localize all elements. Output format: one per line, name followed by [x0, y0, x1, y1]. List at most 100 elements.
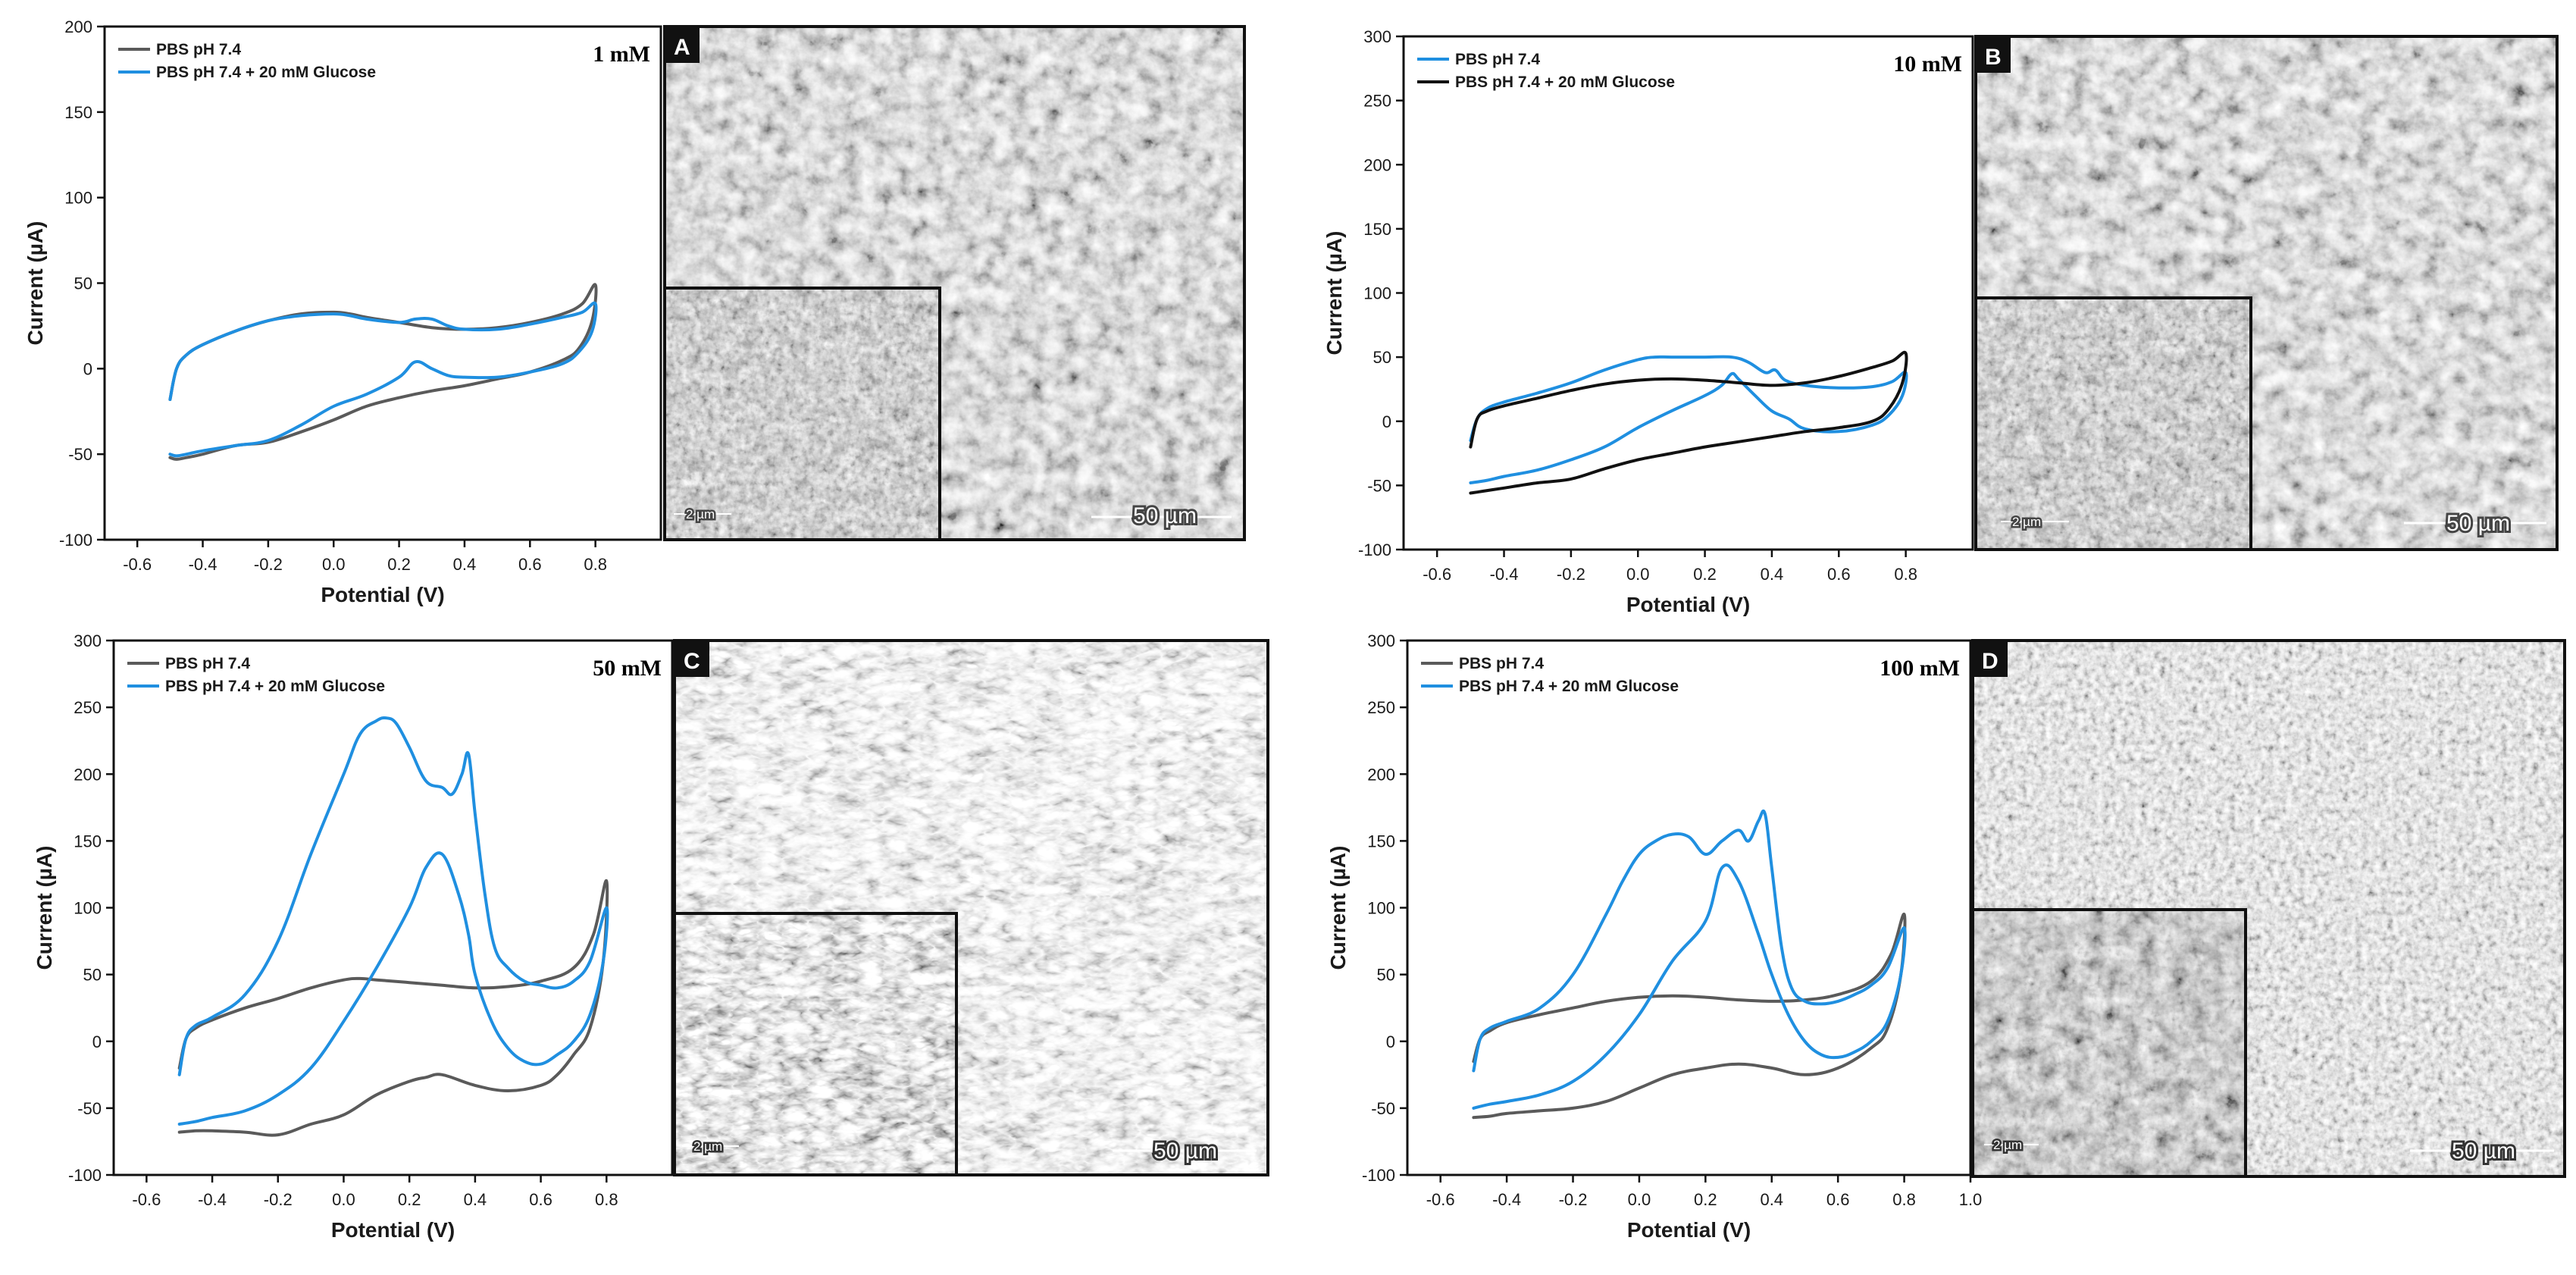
scale-label-inset-a: 2 µm	[686, 507, 715, 522]
x-tick-label-a: -0.6	[123, 555, 152, 574]
panel-letter-d: D	[1982, 649, 1999, 674]
sem-frame-b	[1974, 35, 2559, 551]
legend-label-a-2: PBS pH 7.4 + 20 mM Glucose	[156, 64, 376, 81]
scale-label-main-d: 50 µm	[2452, 1139, 2515, 1164]
y-tick-label-c: -100	[68, 1166, 102, 1185]
legend-label-d-2: PBS pH 7.4 + 20 mM Glucose	[1459, 678, 1679, 695]
sem-frame-c	[673, 639, 1269, 1176]
series-line-d-2	[1472, 809, 1907, 1110]
y-tick-label-d: 250	[1367, 698, 1395, 717]
legend-label-a-1: PBS pH 7.4	[156, 41, 241, 58]
y-tick-label-d: 150	[1367, 832, 1395, 851]
x-tick-label-d: 0.6	[1826, 1190, 1850, 1209]
series-line-a-2	[168, 301, 598, 458]
x-tick-label-a: 0.4	[453, 555, 477, 574]
x-tick-label-b: -0.4	[1490, 565, 1519, 584]
y-tick-label-c: 200	[74, 765, 102, 784]
plot-frame-b	[1402, 35, 1974, 551]
y-tick-label-c: 300	[74, 631, 102, 650]
micrograph-c: C 50 µm 2 µm	[673, 639, 1269, 1176]
scale-label-main-b: 50 µm	[2446, 511, 2510, 536]
y-tick-label-b: 250	[1363, 92, 1391, 111]
y-tick-label-d: 0	[1386, 1032, 1395, 1051]
y-axis-label-b: Current (µA)	[1322, 231, 1346, 356]
micrograph-b: B 50 µm 2 µm	[1974, 35, 2559, 551]
panel-letter-b: B	[1985, 45, 2002, 70]
y-tick-label-c: 50	[83, 966, 102, 985]
micrograph-d: D 50 µm 2 µm	[1971, 639, 2566, 1178]
x-tick-label-c: -0.4	[198, 1190, 227, 1209]
x-tick-label-a: -0.4	[189, 555, 218, 574]
y-tick-label-c: 0	[92, 1032, 102, 1051]
y-tick-label-b: 100	[1363, 284, 1391, 303]
y-tick-label-b: -50	[1367, 476, 1391, 495]
x-tick-label-a: 0.6	[518, 555, 542, 574]
x-tick-label-d: 0.0	[1628, 1190, 1651, 1209]
legend-label-d-1: PBS pH 7.4	[1459, 655, 1544, 672]
panel-c: -0.6 -0.4 -0.2 0.0 0.2 0.4 0.6 0.8 -100 -50 0 50 100…	[33, 631, 1269, 1242]
panel-letter-bg-c	[675, 641, 709, 677]
y-tick-label-a: -100	[59, 531, 92, 550]
series-line-b-2	[1469, 350, 1908, 495]
panel-b: -0.6 -0.4 -0.2 0.0 0.2 0.4 0.6 0.8 -100 -50 0 50 100…	[1322, 27, 2559, 616]
sem-inset-c	[675, 913, 956, 1175]
y-tick-label-d: 300	[1367, 631, 1395, 650]
x-axis-label-a: Potential (V)	[321, 583, 444, 606]
y-tick-label-c: -50	[77, 1099, 102, 1118]
y-tick-label-a: 0	[83, 359, 92, 378]
x-tick-label-c: 0.8	[595, 1190, 618, 1209]
x-axis-label-c: Potential (V)	[331, 1218, 455, 1242]
sem-frame-a	[663, 25, 1246, 541]
y-tick-label-a: 100	[64, 189, 92, 208]
x-tick-label-c: -0.2	[264, 1190, 293, 1209]
sem-inset-frame-a	[663, 287, 941, 541]
x-tick-label-d: 0.4	[1760, 1190, 1783, 1209]
x-tick-label-b: 0.8	[1894, 565, 1917, 584]
y-tick-label-b: 150	[1363, 220, 1391, 239]
y-tick-label-b: 50	[1373, 348, 1391, 367]
scale-label-main-c: 50 µm	[1153, 1139, 1217, 1164]
y-tick-label-b: 300	[1363, 27, 1391, 46]
sem-inset-a	[665, 288, 940, 540]
x-tick-label-d: 0.2	[1694, 1190, 1717, 1209]
x-tick-label-d: -0.4	[1492, 1190, 1521, 1209]
panel-d: -0.6 -0.4 -0.2 0.0 0.2 0.4 0.6 0.8 1.0 -100 -50 0 50…	[1326, 631, 2566, 1242]
legend-label-c-1: PBS pH 7.4	[165, 655, 250, 672]
x-tick-label-c: 0.4	[464, 1190, 487, 1209]
scale-label-main-a: 50 µm	[1133, 503, 1197, 528]
x-tick-label-c: 0.0	[332, 1190, 355, 1209]
plot-c: -0.6 -0.4 -0.2 0.0 0.2 0.4 0.6 0.8 -100 -50 0 50 100…	[33, 631, 674, 1242]
series-line-d-1	[1472, 913, 1907, 1120]
x-tick-label-d: -0.6	[1426, 1190, 1455, 1209]
panel-letter-bg-a	[665, 27, 700, 63]
y-axis-label-d: Current (µA)	[1326, 846, 1350, 970]
y-tick-label-d: -50	[1371, 1099, 1395, 1118]
plot-a: -0.6 -0.4 -0.2 0.0 0.2 0.4 0.6 0.8 -100 -50 0 50 100…	[23, 17, 662, 606]
x-axis-label-b: Potential (V)	[1626, 593, 1750, 616]
plot-frame-d	[1406, 639, 1972, 1176]
x-tick-label-d: 1.0	[1959, 1190, 1983, 1209]
y-tick-label-b: -100	[1358, 540, 1391, 559]
y-tick-label-c: 250	[74, 698, 102, 717]
y-tick-label-d: 100	[1367, 899, 1395, 918]
x-tick-label-b: 0.2	[1693, 565, 1717, 584]
y-tick-label-c: 150	[74, 832, 102, 851]
y-tick-label-d: 50	[1377, 966, 1395, 985]
y-tick-label-d: -100	[1362, 1166, 1395, 1185]
x-tick-label-a: 0.8	[584, 555, 607, 574]
x-tick-label-a: 0.0	[322, 555, 346, 574]
x-tick-label-c: -0.6	[132, 1190, 161, 1209]
y-tick-label-a: 50	[74, 274, 92, 293]
panel-letter-c: C	[684, 649, 700, 674]
y-tick-label-a: 200	[64, 17, 92, 36]
plot-d: -0.6 -0.4 -0.2 0.0 0.2 0.4 0.6 0.8 1.0 -100 -50 0 50…	[1326, 631, 1982, 1242]
panel-a: -0.6 -0.4 -0.2 0.0 0.2 0.4 0.6 0.8 -100 -50 0 50 100…	[23, 17, 1246, 606]
sem-inset-frame-b	[1974, 296, 2252, 551]
scale-label-inset-d: 2 µm	[1993, 1138, 2022, 1152]
legend-label-c-2: PBS pH 7.4 + 20 mM Glucose	[165, 678, 385, 695]
y-tick-label-d: 200	[1367, 765, 1395, 784]
x-tick-label-a: 0.2	[387, 555, 411, 574]
panel-letter-bg-d	[1973, 641, 2008, 677]
legend-label-b-1: PBS pH 7.4	[1455, 51, 1540, 68]
